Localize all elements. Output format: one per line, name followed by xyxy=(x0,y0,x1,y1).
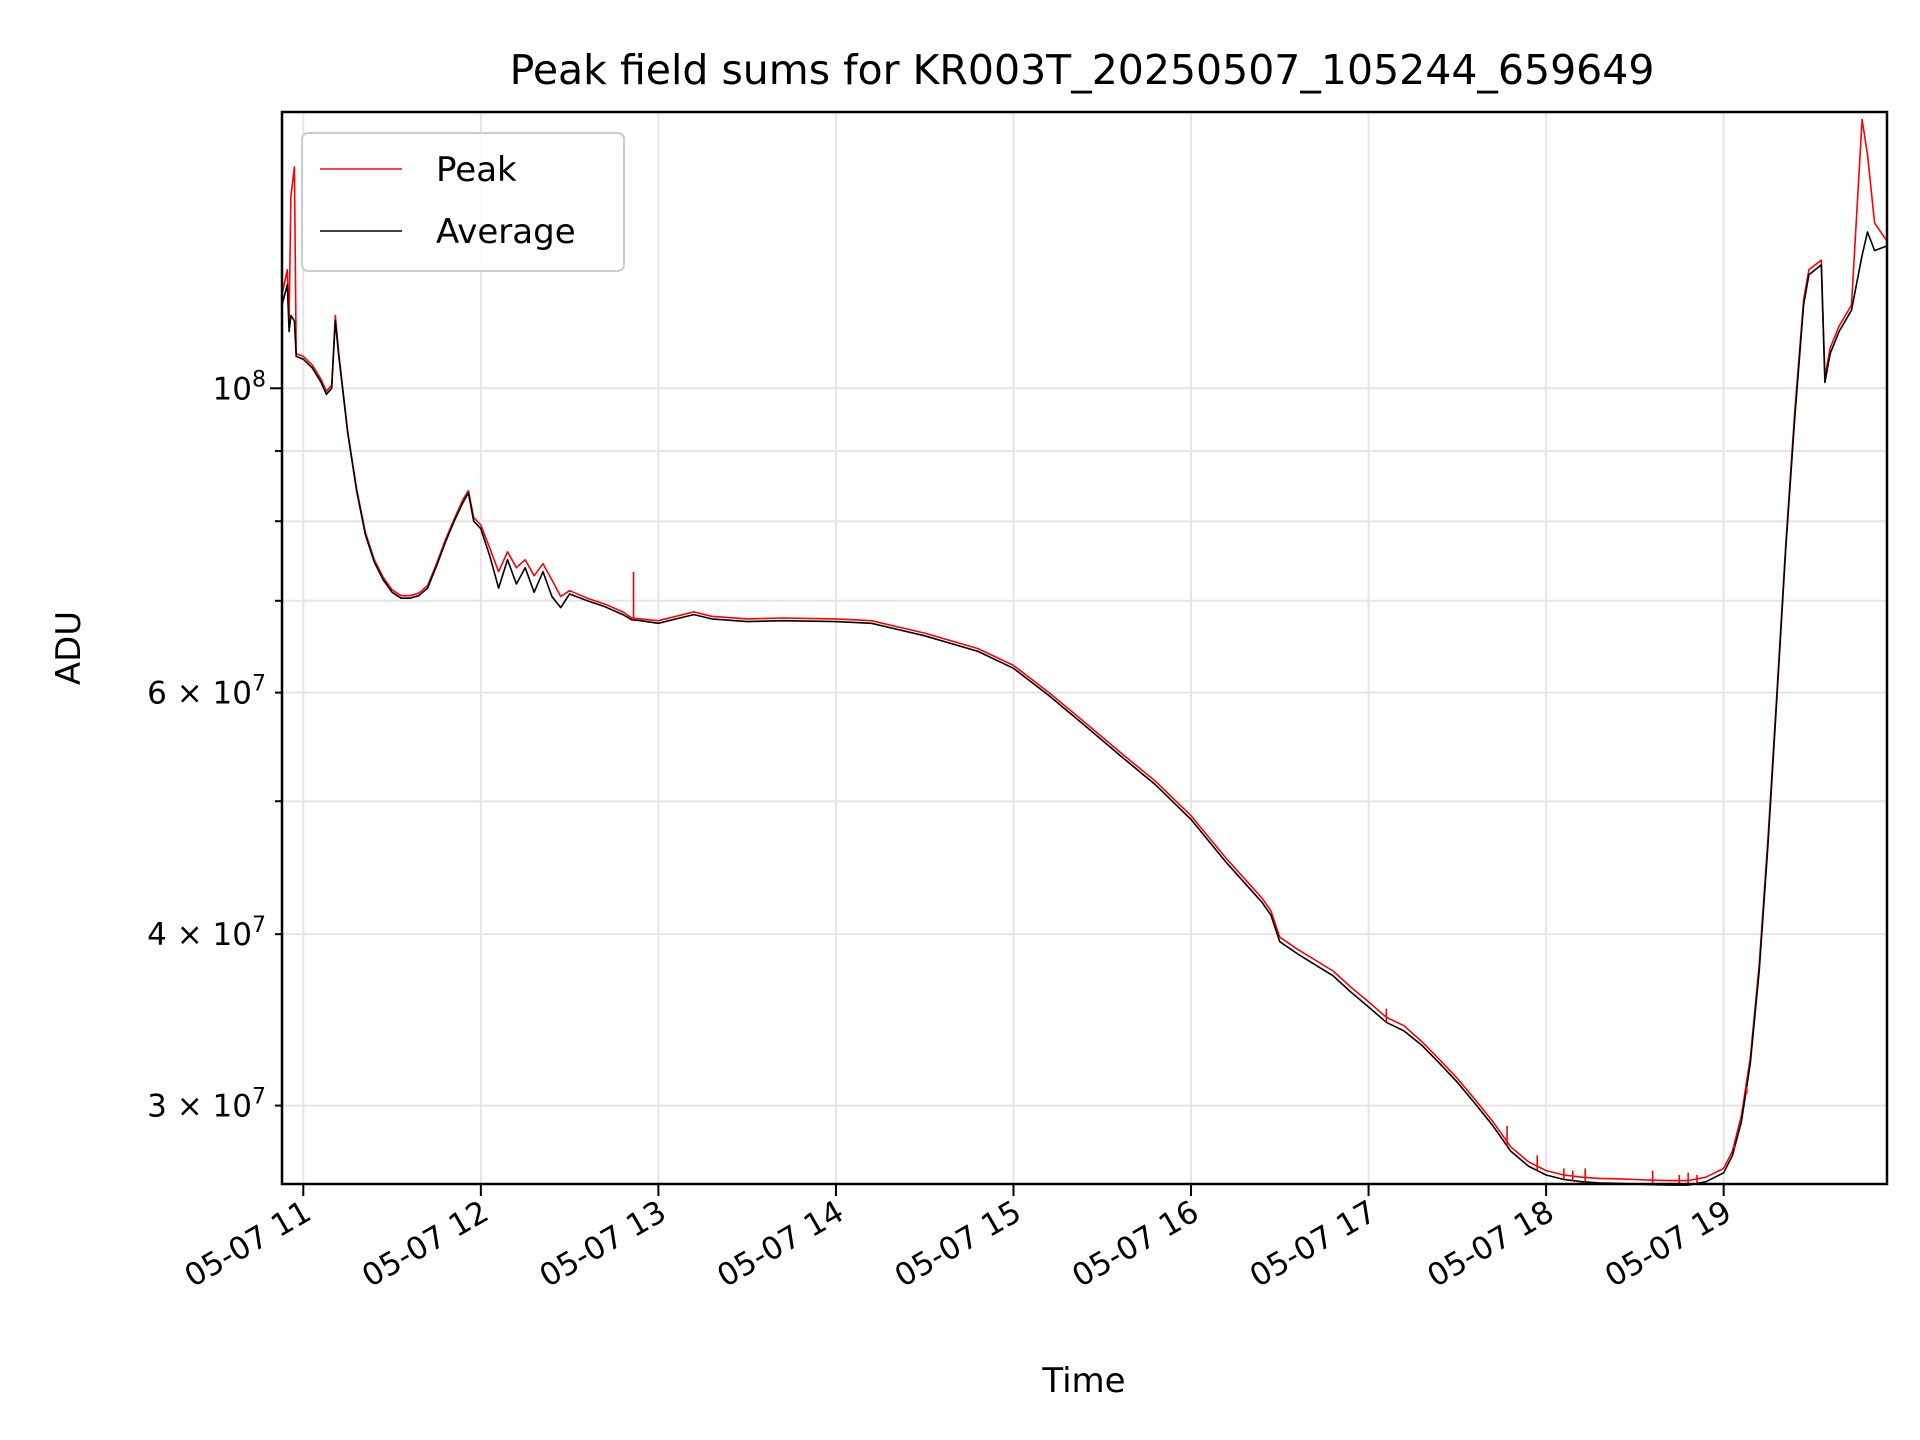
x-axis-label: Time xyxy=(1041,1361,1125,1401)
y-tick-label-base: 3 × 10 xyxy=(147,1089,252,1125)
y-tick-label-base: 4 × 10 xyxy=(147,917,252,953)
y-tick-label-exponent: 7 xyxy=(252,913,266,938)
y-tick-label: 108 xyxy=(213,367,266,407)
y-tick-label: 4 × 107 xyxy=(147,913,266,953)
legend-average-label: Average xyxy=(436,212,576,252)
grid-lines xyxy=(282,112,1887,1184)
y-axis-label: ADU xyxy=(49,611,89,685)
y-tick-label-base: 10 xyxy=(213,371,252,407)
series-line-average xyxy=(281,231,1888,1186)
y-tick-label-exponent: 7 xyxy=(252,1085,266,1110)
plot-area-frame xyxy=(280,110,1889,1186)
y-tick-label-base: 6 × 10 xyxy=(147,676,252,712)
chart-title: Peak field sums for KR003T_20250507_1052… xyxy=(510,46,1655,94)
y-tick-label-exponent: 7 xyxy=(252,672,266,697)
y-tick-label-exponent: 8 xyxy=(252,367,266,392)
legend-peak-label: Peak xyxy=(436,150,517,190)
y-tick-label: 6 × 107 xyxy=(147,672,266,712)
y-tick-label: 3 × 107 xyxy=(147,1085,266,1125)
legend: Peak Average xyxy=(301,132,625,272)
series-lines xyxy=(281,118,1888,1186)
legend-box xyxy=(301,132,625,272)
